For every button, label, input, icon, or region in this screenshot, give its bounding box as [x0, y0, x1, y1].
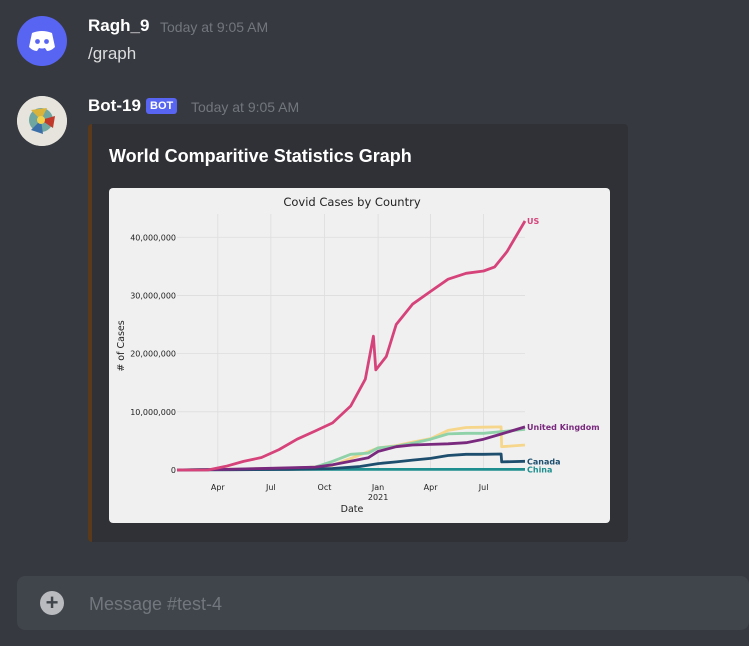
- y-tick-label: 30,000,000: [130, 291, 176, 300]
- series-line-canada: [176, 452, 526, 472]
- message-timestamp: Today at 9:05 AM: [160, 19, 269, 35]
- x-tick-label: Jul: [265, 483, 276, 492]
- y-tick-label: 0: [171, 466, 176, 475]
- message-composer: +: [17, 576, 749, 630]
- x-tick-label: Oct: [318, 483, 332, 492]
- covid-chart: Covid Cases by Country Date # of Cases A…: [116, 195, 600, 515]
- y-axis-label: # of Cases: [116, 320, 127, 371]
- x-axis-label: Date: [341, 504, 364, 515]
- bot-avatar-icon: [17, 96, 67, 146]
- series-label-us: US: [527, 217, 539, 226]
- series-label-united-kingdom: United Kingdom: [527, 423, 600, 432]
- message-timestamp: Today at 9:05 AM: [191, 99, 300, 115]
- plus-circle-icon[interactable]: +: [40, 591, 64, 615]
- author-name[interactable]: Ragh_9: [88, 16, 150, 35]
- author-name[interactable]: Bot-19: [88, 96, 141, 115]
- series-line-united-kingdom: [176, 425, 526, 472]
- x-tick-label: Jan: [371, 483, 384, 492]
- chart-title: Covid Cases by Country: [283, 195, 420, 209]
- x-tick-label: Apr: [211, 483, 226, 492]
- message-content: /graph: [88, 44, 137, 63]
- y-tick-label: 20,000,000: [130, 350, 176, 359]
- message-ragh: Ragh_9 Today at 9:05 AM /graph: [0, 0, 749, 88]
- message-bot: Bot-19 BOT Today at 9:05 AM: [0, 88, 749, 548]
- x-tick-sublabel: 2021: [368, 493, 388, 502]
- embed: World Comparitive Statistics Graph Covid…: [88, 124, 628, 542]
- series-line-brazil: [176, 427, 526, 472]
- series-label-canada: Canada: [527, 457, 561, 466]
- avatar[interactable]: [17, 96, 67, 146]
- y-tick-label: 40,000,000: [130, 233, 176, 242]
- message-input[interactable]: [87, 586, 731, 622]
- avatar[interactable]: [17, 16, 67, 66]
- embed-title: World Comparitive Statistics Graph: [109, 146, 412, 166]
- x-tick-label: Apr: [424, 483, 439, 492]
- x-tick-label: Jul: [478, 483, 489, 492]
- series-label-china: China: [527, 465, 552, 474]
- series-line-us: [177, 220, 527, 472]
- embed-chart-image[interactable]: Covid Cases by Country Date # of Cases A…: [109, 188, 610, 523]
- bot-badge: BOT: [146, 98, 178, 114]
- discord-logo-icon: [29, 31, 55, 51]
- y-tick-label: 10,000,000: [130, 408, 176, 417]
